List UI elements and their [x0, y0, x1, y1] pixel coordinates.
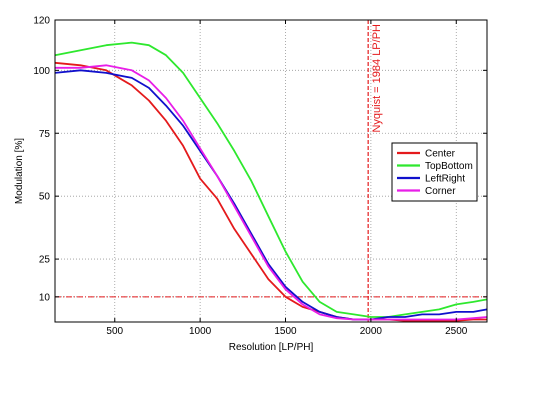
- legend-label: Center: [425, 149, 456, 160]
- y-tick-label: 25: [39, 255, 51, 266]
- series-line-corner: [55, 64, 488, 321]
- x-tick-label: 500: [106, 326, 123, 337]
- y-tick-label: 50: [39, 192, 51, 203]
- x-tick-label: 1000: [189, 326, 212, 337]
- y-tick-label: 100: [33, 66, 50, 77]
- legend-label: TopBottom: [425, 161, 473, 172]
- series-line-center: [54, 61, 487, 322]
- legend-label: Corner: [425, 186, 456, 197]
- x-tick-label: 1500: [274, 326, 297, 337]
- axis-ticks: 500 1000 1500 2000 2500 10 25 50 75 100 120: [33, 16, 487, 337]
- y-axis-label: Modulation [%]: [14, 138, 25, 204]
- y-tick-label: 75: [39, 129, 51, 140]
- y-tick-label: 10: [39, 292, 51, 303]
- y-tick-label: 120: [33, 16, 50, 27]
- x-tick-label: 2000: [360, 326, 383, 337]
- x-tick-label: 2500: [445, 326, 468, 337]
- legend-label: LeftRight: [425, 174, 465, 185]
- plot-frame: [54, 19, 488, 323]
- nyquist-label: Nyquist = 1984 LP/PH: [371, 24, 383, 133]
- series-line-leftright: [54, 69, 488, 321]
- x-axis-label: Resolution [LP/PH]: [229, 342, 314, 353]
- series-line-topbottom: [54, 41, 488, 318]
- series-lines: [54, 41, 488, 322]
- reference-lines: [55, 20, 487, 322]
